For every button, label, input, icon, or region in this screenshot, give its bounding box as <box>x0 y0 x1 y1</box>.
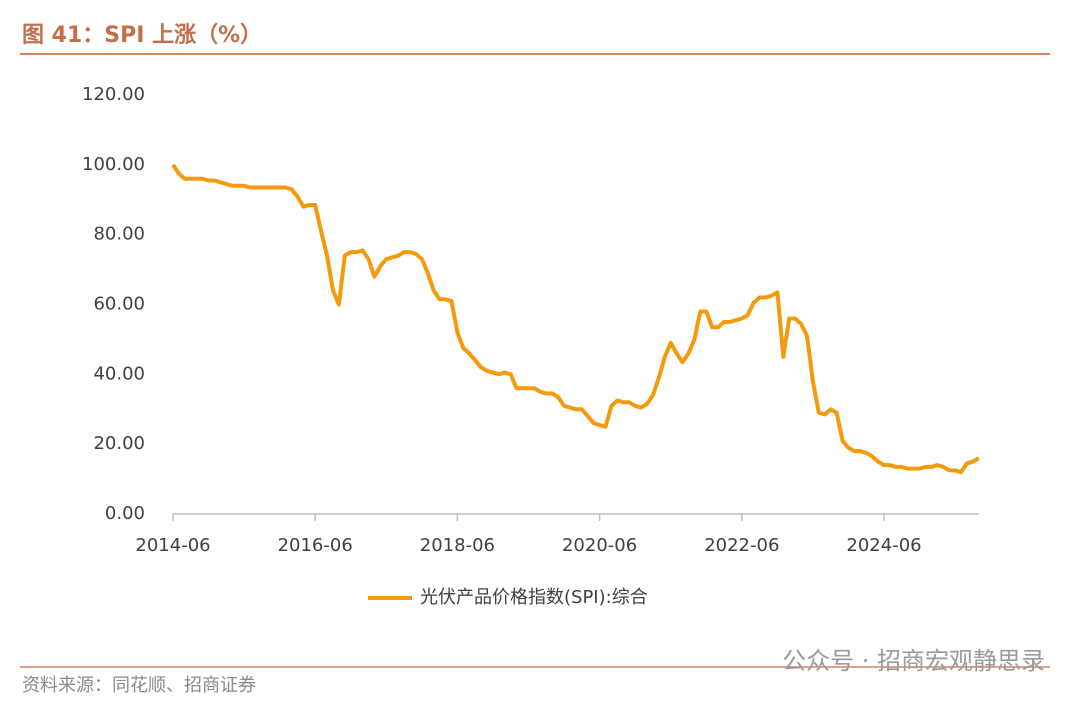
y-tick-label: 40.00 <box>93 363 145 384</box>
legend-label: 光伏产品价格指数(SPI):综合 <box>420 587 648 608</box>
y-tick-label: 100.00 <box>82 154 145 175</box>
x-tick-label: 2014-06 <box>135 535 210 556</box>
x-tick-label: 2020-06 <box>562 535 637 556</box>
x-tick-label: 2016-06 <box>278 535 353 556</box>
watermark: 公众号 · 招商宏观静思录 <box>782 647 1045 675</box>
y-tick-label: 20.00 <box>93 433 145 454</box>
x-tick-label: 2024-06 <box>846 535 921 556</box>
y-tick-label: 80.00 <box>93 224 145 245</box>
x-tick-label: 2022-06 <box>704 535 779 556</box>
x-tick-label: 2018-06 <box>420 535 495 556</box>
figure-title: 图 41：SPI 上涨（%） <box>22 23 262 48</box>
y-tick-label: 60.00 <box>93 294 145 315</box>
data-line <box>171 163 980 475</box>
source-note: 资料来源：同花顺、招商证券 <box>22 675 256 696</box>
y-tick-label: 0.00 <box>105 503 145 524</box>
y-tick-label: 120.00 <box>82 84 145 105</box>
